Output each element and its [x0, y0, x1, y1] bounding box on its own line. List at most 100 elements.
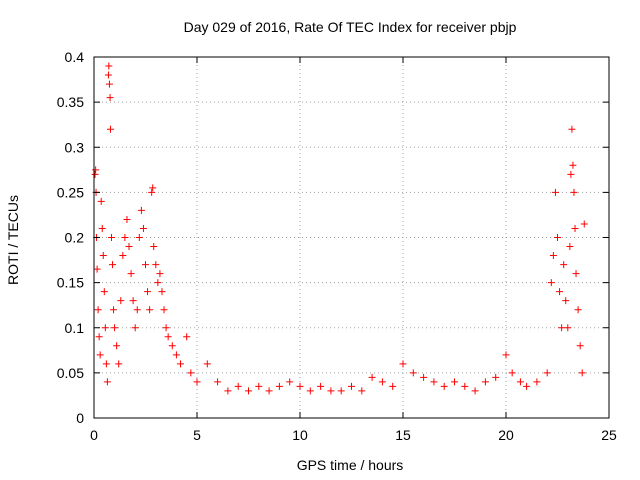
data-point — [368, 373, 376, 381]
x-tick-label: 25 — [601, 427, 617, 443]
data-point — [547, 279, 555, 287]
data-point — [123, 215, 131, 223]
data-point — [399, 360, 407, 368]
data-point — [93, 265, 101, 273]
data-point — [117, 297, 125, 305]
data-point — [105, 62, 113, 70]
data-point — [327, 387, 335, 395]
x-tick-label: 0 — [90, 427, 98, 443]
data-point — [92, 166, 100, 174]
data-point — [149, 184, 157, 192]
data-point — [177, 360, 185, 368]
data-point — [306, 387, 314, 395]
data-point — [104, 71, 112, 79]
data-point — [554, 234, 561, 241]
x-tick-label: 15 — [395, 427, 411, 443]
data-point — [158, 288, 166, 296]
data-point — [214, 378, 222, 386]
data-point — [156, 270, 164, 278]
data-point — [566, 243, 574, 251]
data-point — [567, 170, 575, 178]
data-point — [111, 324, 119, 332]
data-point — [508, 369, 516, 377]
data-point — [255, 382, 263, 390]
data-point — [108, 234, 116, 241]
grid-lines — [94, 57, 609, 418]
data-point — [127, 270, 135, 278]
data-point — [113, 342, 121, 350]
data-point — [115, 360, 123, 368]
data-point — [296, 382, 304, 390]
data-point — [580, 220, 588, 228]
data-point — [172, 351, 180, 359]
y-tick-label: 0.1 — [65, 320, 85, 336]
data-point — [187, 369, 195, 377]
data-point — [160, 306, 168, 314]
data-point — [549, 252, 557, 260]
axis-ticks: 0 5 10 15 20 25 0 0.05 0.1 0.15 0.2 0.25 0.3 0.35 0.4 — [57, 49, 617, 443]
data-point — [533, 378, 541, 386]
data-point — [110, 306, 118, 314]
data-point — [164, 333, 172, 341]
data-point — [154, 279, 162, 287]
x-tick-label: 10 — [292, 427, 308, 443]
data-point — [516, 378, 524, 386]
data-point — [574, 306, 582, 314]
data-point — [558, 324, 566, 332]
data-point — [564, 324, 572, 332]
data-point — [543, 369, 551, 377]
data-point — [102, 360, 110, 368]
data-point — [234, 382, 242, 390]
data-point — [451, 378, 458, 386]
data-point — [137, 206, 145, 214]
data-point — [98, 224, 106, 232]
x-axis-label: GPS time / hours — [297, 457, 404, 473]
y-tick-label: 0.2 — [65, 230, 85, 246]
data-point — [568, 125, 576, 133]
y-tick-label: 0.05 — [57, 365, 84, 381]
data-point — [97, 197, 105, 205]
y-tick-label: 0.35 — [57, 94, 84, 110]
data-point — [150, 243, 158, 251]
data-point — [275, 382, 283, 390]
data-point — [146, 306, 154, 314]
y-tick-label: 0.3 — [65, 139, 85, 155]
data-point — [152, 261, 160, 269]
data-point — [95, 333, 103, 341]
data-point — [99, 252, 107, 260]
data-point — [168, 342, 176, 350]
data-point — [502, 351, 510, 359]
data-point — [471, 387, 479, 395]
data-point — [571, 224, 579, 232]
y-tick-label: 0.4 — [65, 49, 85, 65]
data-point — [440, 382, 448, 390]
data-point — [286, 378, 294, 386]
data-point — [430, 378, 438, 386]
data-point — [109, 261, 117, 269]
data-point — [570, 188, 578, 196]
data-point — [576, 342, 584, 350]
data-point — [409, 369, 417, 377]
data-point — [91, 170, 99, 178]
data-point — [131, 324, 139, 332]
data-point — [183, 333, 191, 341]
data-point — [125, 243, 133, 251]
data-point — [245, 387, 252, 395]
y-axis-label: ROTI / TECUs — [5, 195, 21, 285]
data-point — [523, 382, 531, 390]
data-point — [142, 261, 149, 269]
data-point — [101, 324, 109, 332]
data-point — [129, 297, 137, 305]
data-point — [348, 382, 355, 390]
data-point — [224, 387, 232, 395]
chart-title: Day 029 of 2016, Rate Of TEC Index for r… — [184, 19, 517, 35]
data-point — [203, 360, 211, 368]
data-point — [105, 80, 113, 88]
data-point — [133, 306, 141, 314]
data-point — [461, 382, 469, 390]
data-point — [337, 387, 345, 395]
data-point — [96, 351, 104, 359]
data-point — [569, 161, 577, 169]
